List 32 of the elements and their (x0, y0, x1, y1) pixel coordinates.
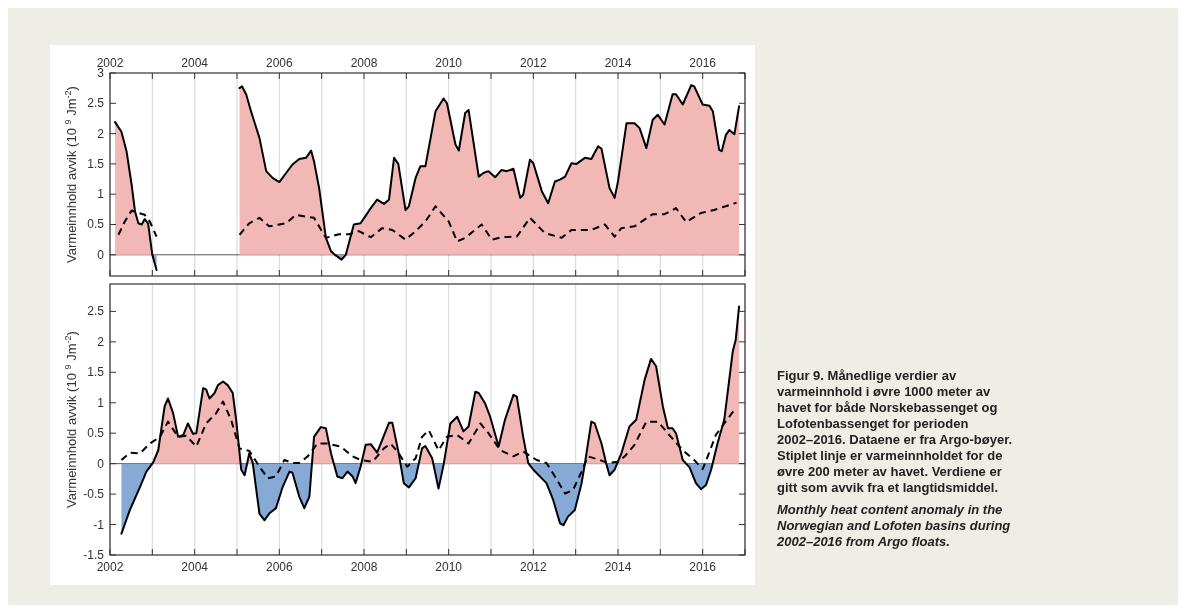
y-tick-label: 0 (97, 247, 105, 262)
y-tick-label: 2.5 (87, 96, 105, 111)
x2-tick-label: 2014 (604, 56, 632, 70)
y-tick-label: 2 (97, 126, 105, 141)
x2-tick-label: 2016 (689, 56, 717, 70)
x2-tick-label: 2012 (519, 56, 547, 70)
y-tick-label: -1.5 (83, 548, 105, 562)
y-tick-label: -0.5 (83, 487, 105, 502)
x2-tick-label: 2006 (265, 56, 293, 70)
x-tick-label: 2010 (435, 560, 463, 574)
x2-tick-label: 2004 (181, 56, 209, 70)
x2-tick-label: 2010 (435, 56, 463, 70)
y-tick-label: 0.5 (87, 426, 105, 441)
y-tick-label: 1 (97, 187, 105, 202)
x-tick-label: 2004 (181, 560, 209, 574)
text: Figur 9. Månedlige verdier av varmeinnhold i øvre 1000 meter av havet for både Norskebassenget og Lofotenbassenget for perioden 2002–2016. Dataene er fra Argo-bøyer. Stiplet linje er varmeinnholdet for de øvre 200 meter av havet. Verdiene er gitt som avvik fra et langtidsmiddel. (777, 368, 1013, 495)
y-tick-label: -1 (93, 517, 105, 532)
x-tick-label: 2014 (604, 560, 632, 574)
x-tick-label: 2016 (689, 560, 717, 574)
x-tick-label: 2008 (350, 560, 378, 574)
y-tick-label: 1.5 (87, 156, 105, 171)
x-tick-label: 2002 (96, 560, 124, 574)
y-tick-label: 0.5 (87, 217, 105, 232)
x2-tick-label: 2008 (350, 56, 378, 70)
x-tick-label: 2006 (265, 560, 293, 574)
y-tick-label: 1.5 (87, 365, 105, 380)
y-tick-label: 2.5 (87, 304, 105, 319)
y-tick-label: 2 (97, 334, 105, 349)
y-tick-label: 0 (97, 456, 105, 471)
text: Monthly heat content anomaly in the Norwegian and Lofoten basins during 2002–2016 from Argo floats. (776, 502, 1011, 549)
x-tick-label: 2012 (519, 560, 547, 574)
y-tick-label: 1 (97, 395, 105, 410)
